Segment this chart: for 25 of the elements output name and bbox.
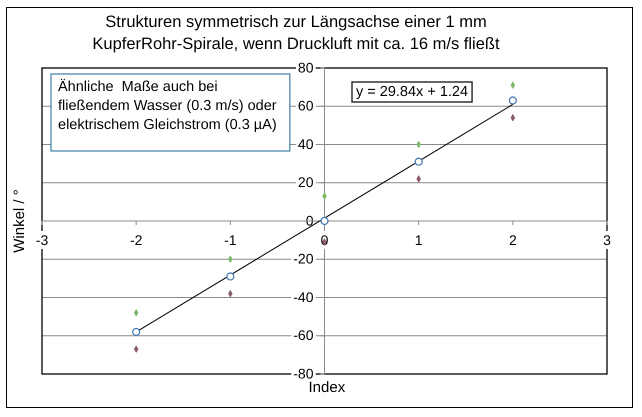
point — [508, 96, 517, 105]
chart-title: Strukturen symmetrisch zur Längsachse einer 1 mm KupferRohr-Spirale, wenn Druckluft mit ca. 16 m/s fließt — [92, 13, 500, 53]
point — [414, 158, 423, 166]
y-tick-label: 80 — [298, 59, 314, 76]
x-tick-label: 2 — [508, 232, 517, 248]
y-tick-label: -20 — [293, 250, 314, 267]
point — [132, 328, 140, 336]
x-tick-label: -2 — [130, 232, 143, 248]
x-tick-label: -3 — [36, 232, 48, 248]
y-tick-label: -60 — [293, 327, 314, 344]
y-tick-label: 20 — [298, 174, 314, 190]
x-tick-label: -1 — [224, 232, 237, 248]
x-tick-label: 1 — [414, 232, 423, 248]
annotation: Ähnliche Maße auch bei fließendem Wasser (0.3 m/s) oder elektrischem Gleichstrom (0.3 µA) — [58, 78, 277, 133]
y-tick-label: -40 — [293, 288, 314, 305]
y-tick-label: -80 — [293, 365, 314, 382]
x-tick-label: 3 — [603, 232, 612, 248]
annotation: y = 29.84x + 1.24 — [356, 84, 468, 100]
x-axis-title: Index — [308, 379, 346, 396]
point — [320, 216, 329, 226]
y-axis-title: Winkel / ° — [11, 189, 28, 253]
y-tick-label: 60 — [298, 98, 314, 114]
y-tick-label: 40 — [298, 136, 314, 152]
x-tick-label: 0 — [320, 232, 329, 248]
point — [226, 272, 234, 281]
